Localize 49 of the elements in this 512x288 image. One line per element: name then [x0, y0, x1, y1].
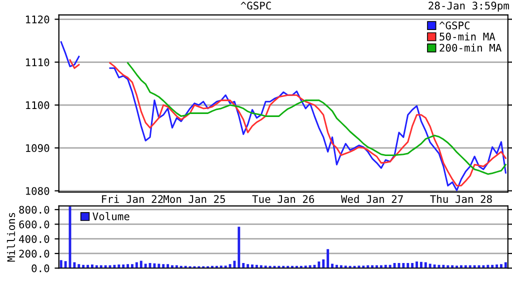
legend-label: Volume [92, 212, 130, 220]
bar [126, 264, 130, 268]
bar [393, 263, 396, 268]
y-tick-label: 1100 [26, 101, 50, 110]
y-tick-label: 1120 [26, 16, 50, 24]
bar [318, 262, 320, 268]
y-tick-label: 1110 [26, 58, 50, 66]
x-tick-label: Thu Jan 28 [430, 194, 492, 203]
bar [326, 249, 330, 268]
bar [131, 264, 134, 268]
bar [162, 264, 165, 268]
y-tick-label: 1080 [26, 187, 50, 195]
y-tick-label: 800.0 [19, 206, 50, 214]
line-series [127, 62, 506, 175]
y-tick-label: 400.0 [19, 235, 50, 243]
bar [406, 263, 410, 268]
bar [322, 259, 325, 268]
x-tick-label: Mon Jan 25 [164, 195, 225, 203]
y-tick-label: 600.0 [19, 220, 50, 228]
bar [140, 260, 142, 268]
bar [166, 264, 170, 268]
bar [246, 264, 250, 268]
bar [411, 263, 414, 268]
bar [420, 262, 422, 268]
bar [402, 263, 405, 268]
bar [500, 264, 502, 268]
bar [242, 263, 245, 268]
legend-label: ^GSPC [439, 21, 470, 30]
bar [144, 264, 147, 268]
bar [331, 264, 334, 268]
legend-label: 200-min MA [440, 44, 502, 52]
bar [238, 226, 240, 268]
bar [78, 264, 80, 268]
y-tick-label: 200.0 [19, 250, 50, 258]
chart-title: ^GSPC [240, 2, 271, 10]
text: 28-Jan 3:59pm [428, 2, 509, 12]
x-tick-label: Fri Jan 22 [102, 194, 163, 203]
bar [428, 264, 432, 268]
bar [60, 260, 62, 268]
y-tick-label: 1090 [26, 144, 50, 152]
bar [228, 264, 232, 268]
legend-label: 50-min MA [440, 32, 496, 41]
bar [416, 262, 418, 268]
bar [64, 261, 67, 268]
bar [158, 264, 160, 268]
y-axis-title: Millions [6, 212, 16, 262]
y-tick-label: 0.0 [32, 264, 50, 272]
x-tick-label: Tue Jan 26 [252, 195, 314, 203]
x-tick-label: Wed Jan 27 [340, 194, 403, 203]
